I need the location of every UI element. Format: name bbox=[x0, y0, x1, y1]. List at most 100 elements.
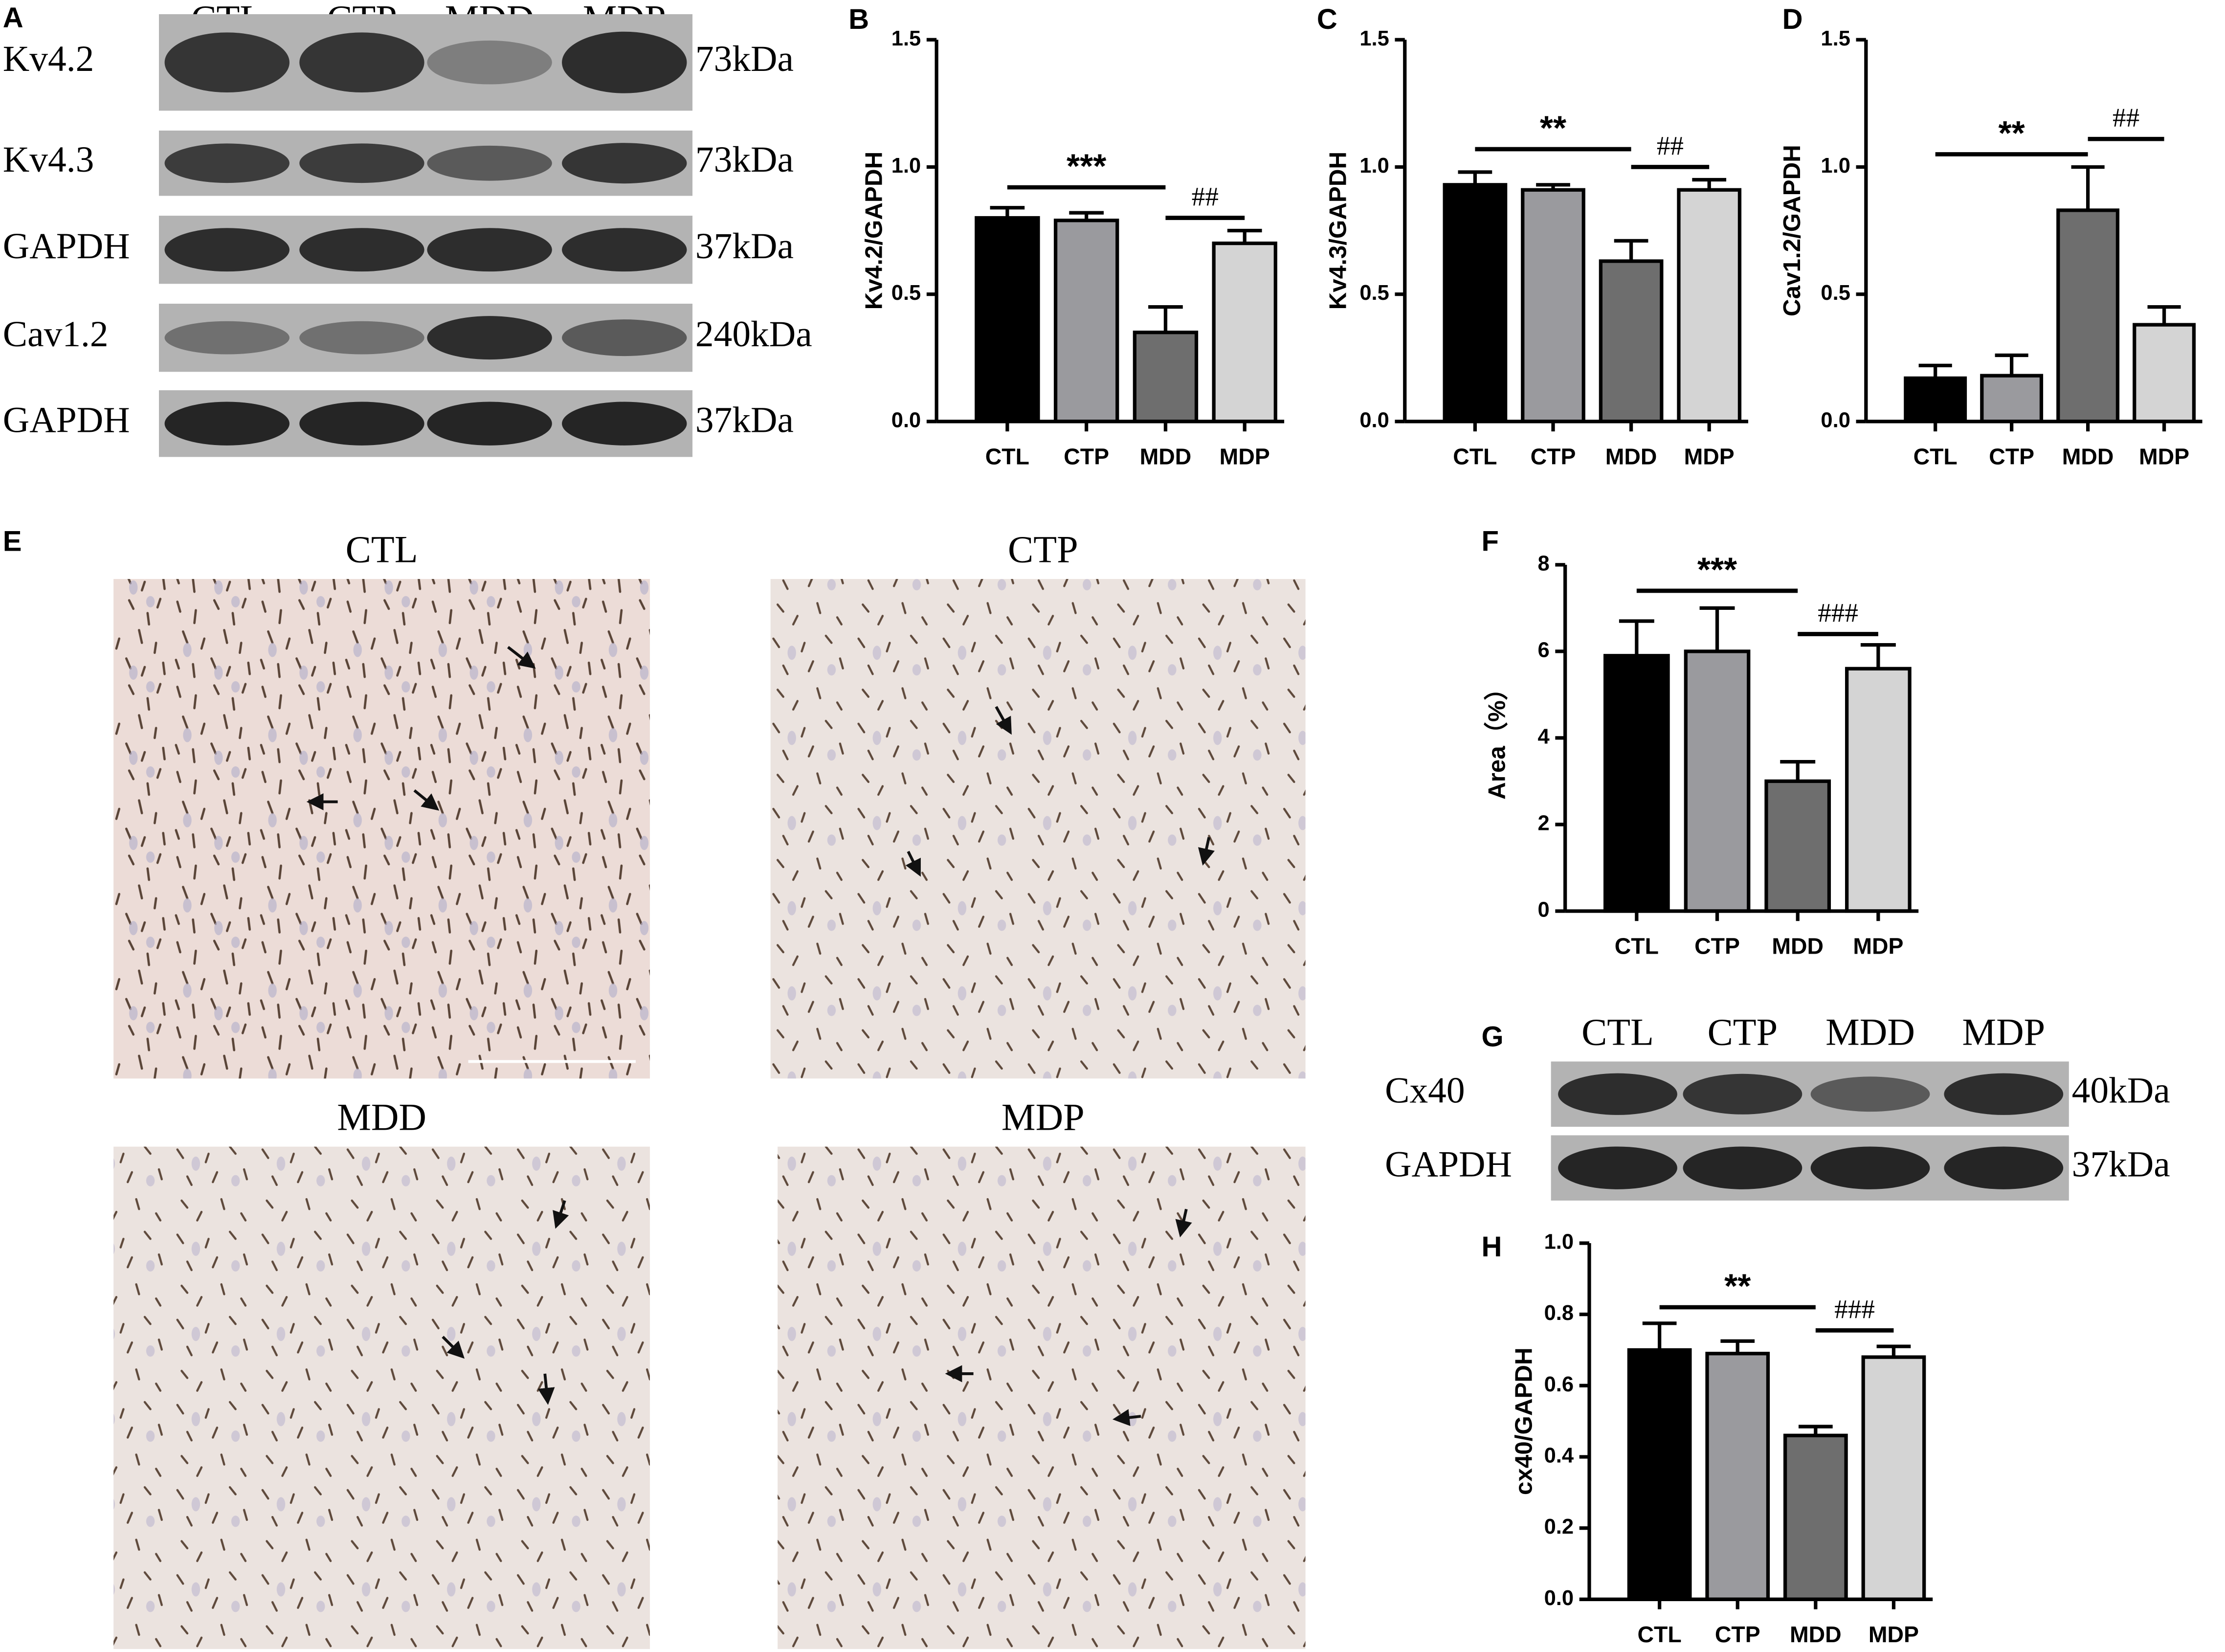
blot-band bbox=[427, 316, 552, 360]
y-tick-label: 0.2 bbox=[1544, 1515, 1574, 1539]
bar-group bbox=[1980, 353, 2044, 424]
x-tick-label: MDP bbox=[1684, 444, 1735, 469]
blot-band bbox=[427, 40, 552, 85]
blot-band bbox=[1810, 1076, 1930, 1112]
bar bbox=[2133, 323, 2196, 424]
y-tick-label: 0 bbox=[1538, 898, 1550, 921]
y-tick-label: 1.0 bbox=[891, 154, 921, 178]
panel-letter: H bbox=[1481, 1231, 1502, 1263]
bar bbox=[1627, 1348, 1692, 1601]
panel-letter: F bbox=[1481, 526, 1498, 558]
y-tick-label: 1.0 bbox=[1821, 154, 1850, 178]
bar-group bbox=[1599, 239, 1664, 424]
blot-band bbox=[299, 143, 424, 183]
bar-group bbox=[1053, 211, 1119, 424]
blot-band bbox=[562, 31, 687, 93]
row-label: Kv4.3 bbox=[3, 139, 94, 180]
image-title: MDP bbox=[1001, 1095, 1085, 1138]
panel-letter: A bbox=[3, 2, 23, 34]
x-tick-label: CTL bbox=[1638, 1622, 1682, 1647]
lane-label: CTL bbox=[1581, 1010, 1654, 1053]
x-tick-label: MDP bbox=[2139, 444, 2189, 469]
bar bbox=[1443, 183, 1508, 424]
bar bbox=[1603, 654, 1670, 913]
y-tick-label: 6 bbox=[1538, 638, 1550, 662]
y-tick-label: 4 bbox=[1538, 725, 1550, 748]
blot-band bbox=[299, 32, 424, 93]
x-tick-label: CTL bbox=[1453, 444, 1497, 469]
x-tick-label: MDD bbox=[1790, 1622, 1842, 1647]
bar-group bbox=[1845, 643, 1912, 913]
row-label: GAPDH bbox=[3, 226, 130, 267]
bar bbox=[1764, 779, 1831, 913]
significance-label: ** bbox=[1724, 1267, 1751, 1305]
y-tick-label: 1.0 bbox=[1359, 154, 1389, 178]
significance-label: *** bbox=[1067, 147, 1107, 185]
x-tick-label: CTP bbox=[1715, 1622, 1760, 1647]
y-tick-label: 2 bbox=[1538, 811, 1550, 835]
blot-band bbox=[1944, 1146, 2064, 1189]
x-tick-label: CTL bbox=[1615, 934, 1659, 959]
bar-group bbox=[1133, 305, 1199, 424]
x-tick-label: MDP bbox=[1853, 934, 1903, 959]
image-ctl bbox=[113, 579, 650, 1079]
size-label: 37kDa bbox=[2072, 1144, 2170, 1184]
size-label: 37kDa bbox=[695, 226, 794, 267]
panel-letter: E bbox=[3, 526, 22, 558]
y-axis-title: Kv4.2/GAPDH bbox=[860, 152, 887, 310]
bar-group bbox=[1705, 1339, 1770, 1601]
row-label: Cav1.2 bbox=[3, 314, 109, 355]
image-title: CTL bbox=[346, 528, 418, 571]
bar-group bbox=[1764, 759, 1831, 913]
size-label: 37kDa bbox=[695, 400, 794, 440]
blot-band bbox=[427, 402, 552, 446]
x-tick-label: CTP bbox=[1531, 444, 1576, 469]
image-ctp bbox=[770, 579, 1306, 1079]
bar bbox=[1904, 376, 1967, 424]
x-tick-label: CTL bbox=[985, 444, 1029, 469]
bar-group bbox=[1677, 178, 1742, 424]
x-tick-label: CTP bbox=[1989, 444, 2034, 469]
y-tick-label: 8 bbox=[1538, 552, 1550, 575]
image-title: MDD bbox=[337, 1095, 426, 1138]
x-tick-label: MDD bbox=[1772, 934, 1824, 959]
bar-group bbox=[1603, 619, 1670, 913]
bar-group bbox=[1212, 228, 1277, 424]
x-tick-label: MDD bbox=[1605, 444, 1657, 469]
y-tick-label: 0.4 bbox=[1544, 1444, 1574, 1467]
bar-group bbox=[1861, 1344, 1926, 1601]
blot-band bbox=[1558, 1146, 1677, 1189]
y-tick-label: 1.5 bbox=[1359, 27, 1389, 50]
size-label: 40kDa bbox=[2072, 1071, 2170, 1111]
significance-label: ## bbox=[2113, 103, 2139, 133]
significance-label: ** bbox=[1540, 109, 1567, 147]
blot-band bbox=[164, 143, 289, 183]
y-tick-label: 1.5 bbox=[891, 27, 921, 50]
blot-band bbox=[299, 228, 424, 272]
row-label: GAPDH bbox=[1385, 1144, 1512, 1184]
y-tick-label: 0.0 bbox=[1544, 1586, 1574, 1610]
bar-group bbox=[1627, 1321, 1692, 1601]
y-axis-title: Kv4.3/GAPDH bbox=[1324, 152, 1351, 310]
bar bbox=[1599, 259, 1664, 424]
lane-label: CTP bbox=[1708, 1010, 1778, 1053]
blot-band bbox=[1810, 1146, 1930, 1189]
blot-band bbox=[164, 402, 289, 446]
image-mdd bbox=[113, 1146, 650, 1649]
blot-band bbox=[562, 228, 687, 272]
y-tick-label: 0.5 bbox=[891, 281, 921, 305]
x-tick-label: CTP bbox=[1064, 444, 1109, 469]
blot-band bbox=[1944, 1073, 2064, 1115]
y-tick-label: 0.8 bbox=[1544, 1301, 1574, 1325]
bar bbox=[1980, 374, 2044, 424]
y-axis-title: Area（%） bbox=[1483, 676, 1510, 800]
blot-band bbox=[562, 402, 687, 446]
size-label: 73kDa bbox=[695, 139, 794, 180]
panel-letter: C bbox=[1317, 3, 1337, 35]
blot-band bbox=[427, 145, 552, 181]
bar bbox=[1783, 1433, 1848, 1601]
bar-group bbox=[1521, 183, 1585, 424]
bar bbox=[1684, 649, 1751, 913]
significance-label: ### bbox=[1818, 598, 1858, 627]
row-label: Cx40 bbox=[1385, 1071, 1465, 1111]
